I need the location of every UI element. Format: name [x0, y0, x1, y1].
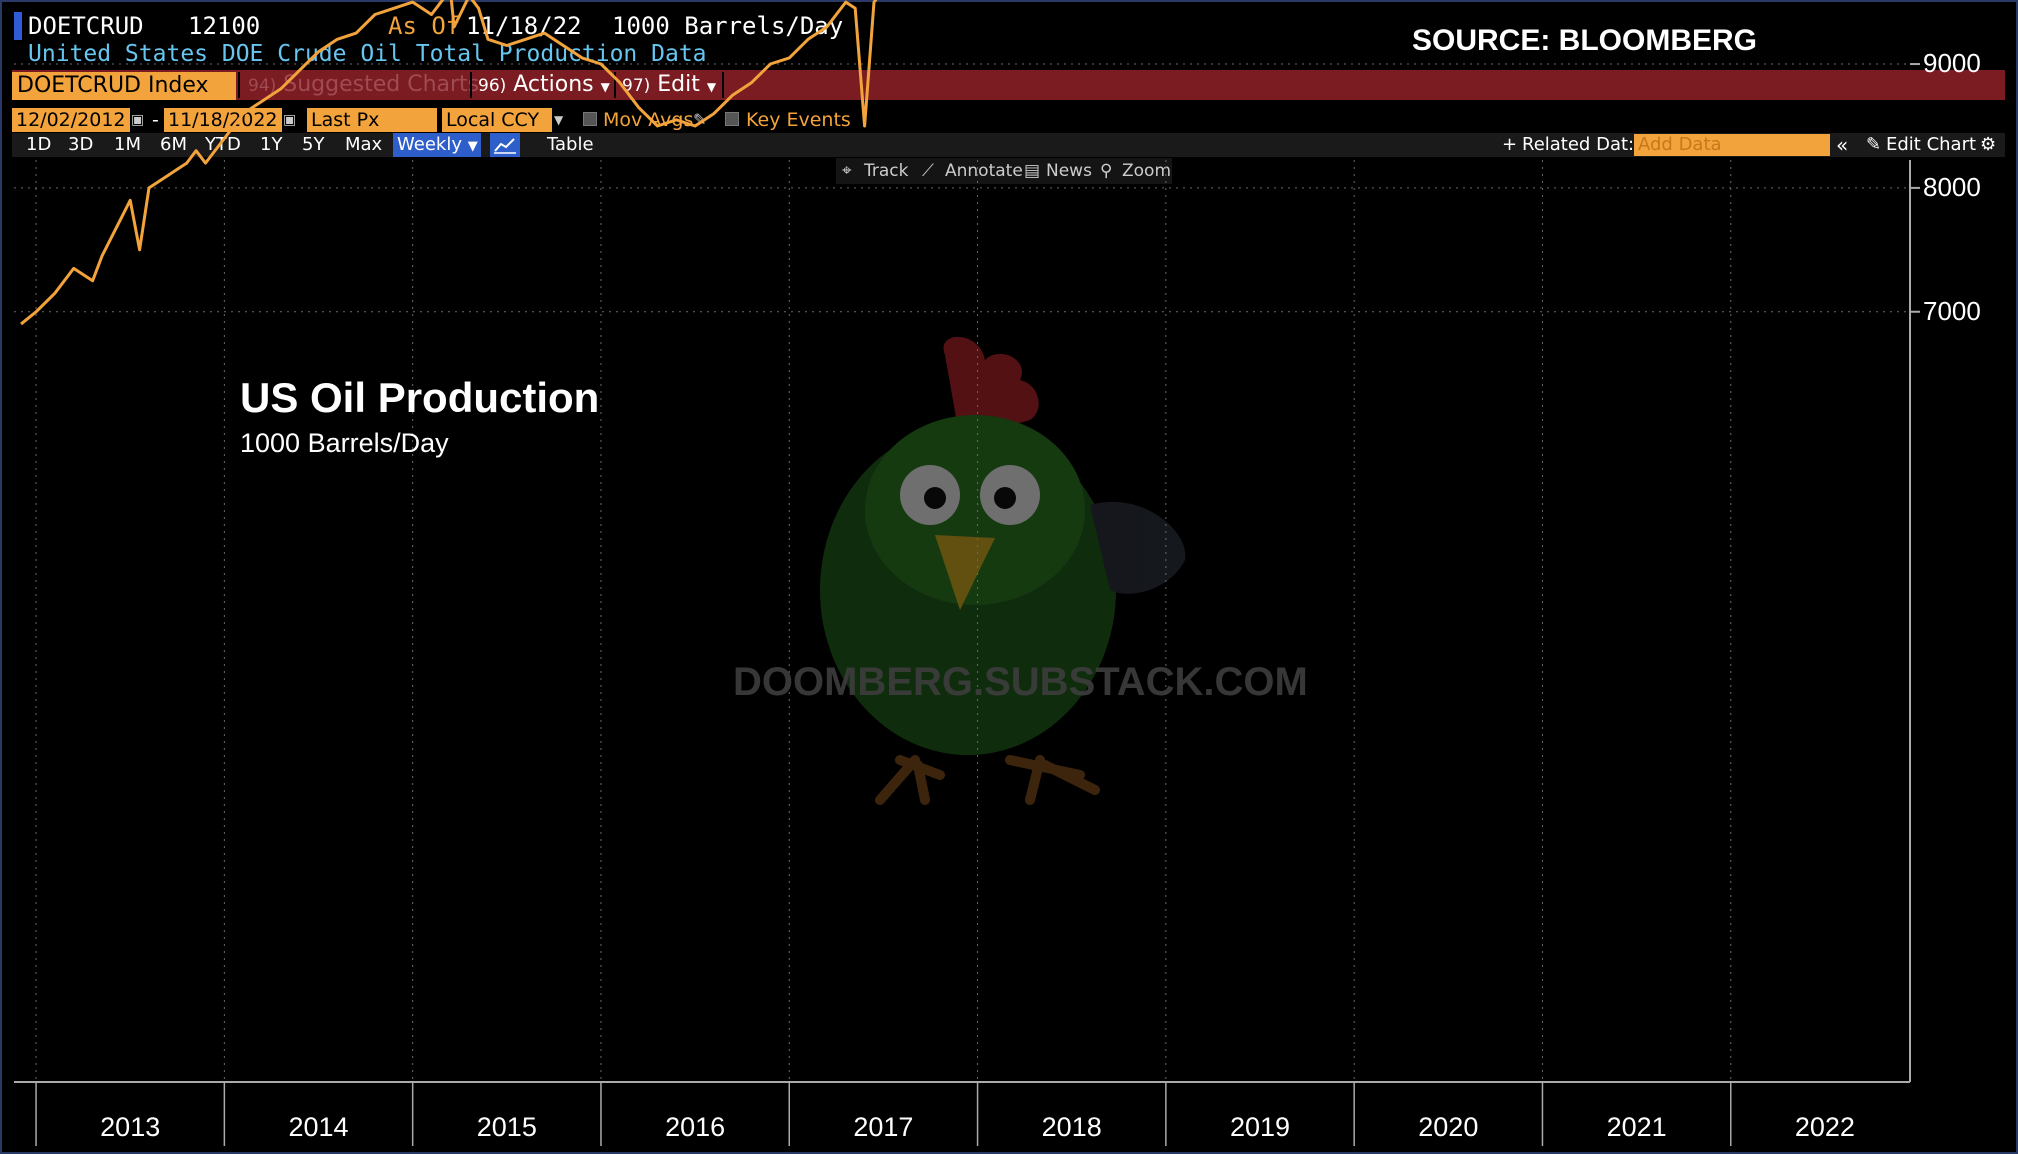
actions-label: Actions [513, 72, 594, 97]
y-tick-label: 8000 [1923, 171, 1981, 202]
actions-number: 96) [478, 76, 507, 96]
add-data-input[interactable]: Add Data [1634, 134, 1830, 156]
x-tick-label: 2016 [665, 1112, 726, 1142]
y-tick-label: 7000 [1923, 295, 1981, 326]
key-events-label[interactable]: Key Events [746, 109, 851, 131]
zoom-button[interactable]: Zoom [1122, 161, 1172, 181]
news-button[interactable]: News [1046, 161, 1092, 181]
chart-title: US Oil Production [240, 374, 600, 421]
as-of-label: As Of [388, 12, 461, 40]
x-tick-label: 2020 [1418, 1112, 1479, 1142]
x-tick-label: 2018 [1041, 1112, 1102, 1142]
oil-production-line [20, 0, 878, 326]
start-date-field[interactable]: 12/02/2012 [12, 108, 130, 132]
divider [614, 72, 616, 98]
y-axis-ticks [1910, 63, 1920, 313]
edit-chart-button[interactable]: Edit Chart [1886, 134, 1977, 155]
source-label: SOURCE: BLOOMBERG [1412, 24, 1757, 57]
calendar-icon[interactable]: ▣ [283, 112, 297, 128]
range-5y-button[interactable]: 5Y [302, 134, 325, 155]
annotate-icon[interactable]: ⟋ [922, 161, 934, 181]
end-date-field[interactable]: 11/18/2022 [164, 108, 282, 132]
x-axis-ticks [35, 1082, 1732, 1146]
security-marker [14, 12, 22, 40]
chevron-down-icon: ▼ [600, 80, 610, 94]
collapse-icon[interactable]: « [1836, 133, 1849, 157]
security-input[interactable]: DOETCRUD Index [12, 72, 236, 100]
function-bar [12, 70, 2005, 100]
range-1d-button[interactable]: 1D [26, 134, 52, 155]
calendar-icon[interactable]: ▣ [131, 112, 145, 128]
date-range-dash: - [152, 109, 159, 131]
ticker-label[interactable]: DOETCRUD [28, 12, 144, 40]
x-tick-label: 2013 [100, 1112, 161, 1142]
mascot-logo [820, 336, 1186, 805]
key-events-checkbox[interactable] [725, 112, 739, 126]
chevron-down-icon: ▼ [706, 80, 717, 94]
edit-number: 97) [622, 76, 651, 96]
y-tick-label: 9000 [1923, 48, 1981, 79]
units-label: 1000 Barrels/Day [612, 12, 844, 40]
mov-avgs-checkbox[interactable] [583, 112, 597, 126]
annotate-button[interactable]: Annotate [945, 161, 1023, 181]
range-6m-button[interactable]: 6M [160, 134, 187, 155]
edit-label: Edit [657, 72, 700, 97]
mov-avgs-label[interactable]: Mov Avgs [603, 109, 694, 131]
chart-units: 1000 Barrels/Day [240, 428, 449, 458]
x-tick-label: 2014 [288, 1112, 349, 1142]
divider [238, 72, 240, 98]
x-tick-label: 2015 [476, 1112, 537, 1142]
table-button[interactable]: Table [547, 134, 594, 155]
chevron-down-icon: ▼ [467, 139, 478, 154]
suggested-charts-button[interactable]: 94) Suggested Charts [248, 70, 479, 100]
chart-grid [14, 63, 1910, 1082]
x-tick-label: 2019 [1229, 1112, 1291, 1142]
actions-menu-button[interactable]: 96) Actions ▼ [478, 70, 610, 100]
watermark-text: DOOMBERG.SUBSTACK.COM [733, 660, 1308, 704]
edit-menu-button[interactable]: 97) Edit ▼ [622, 70, 716, 100]
chevron-down-icon[interactable]: ▼ [554, 113, 564, 127]
x-tick-label: 2017 [853, 1112, 914, 1142]
gear-icon[interactable]: ⚙ [1980, 134, 1997, 155]
line-chart-icon[interactable] [490, 133, 520, 157]
range-3d-button[interactable]: 3D [68, 134, 94, 155]
divider [722, 72, 724, 98]
range-1y-button[interactable]: 1Y [260, 134, 283, 155]
crosshair-icon[interactable]: ⌖ [842, 161, 852, 181]
x-tick-label: 2021 [1606, 1112, 1667, 1142]
frequency-select[interactable]: Weekly ▼ [393, 133, 481, 157]
range-1m-button[interactable]: 1M [114, 134, 141, 155]
chart-tools-bar [836, 158, 1172, 184]
news-icon[interactable]: ▤ [1024, 161, 1041, 181]
last-value: 12100 [188, 12, 261, 40]
chart-axes [14, 160, 1911, 1083]
pencil-icon[interactable]: ✎ [1866, 134, 1882, 155]
range-max-button[interactable]: Max [345, 134, 383, 155]
related-data-label[interactable]: Related Dat: [1522, 134, 1635, 155]
x-tick-label: 2022 [1794, 1112, 1855, 1142]
plus-icon[interactable]: + [1502, 134, 1518, 155]
zoom-icon[interactable]: ⚲ [1100, 161, 1113, 181]
suggested-charts-number: 94) [248, 76, 277, 96]
frequency-label: Weekly [397, 134, 462, 155]
suggested-charts-label: Suggested Charts [283, 72, 480, 97]
field-select[interactable]: Last Px [307, 108, 437, 132]
currency-select[interactable]: Local CCY [442, 108, 552, 132]
divider [470, 72, 472, 98]
track-button[interactable]: Track [864, 161, 909, 181]
